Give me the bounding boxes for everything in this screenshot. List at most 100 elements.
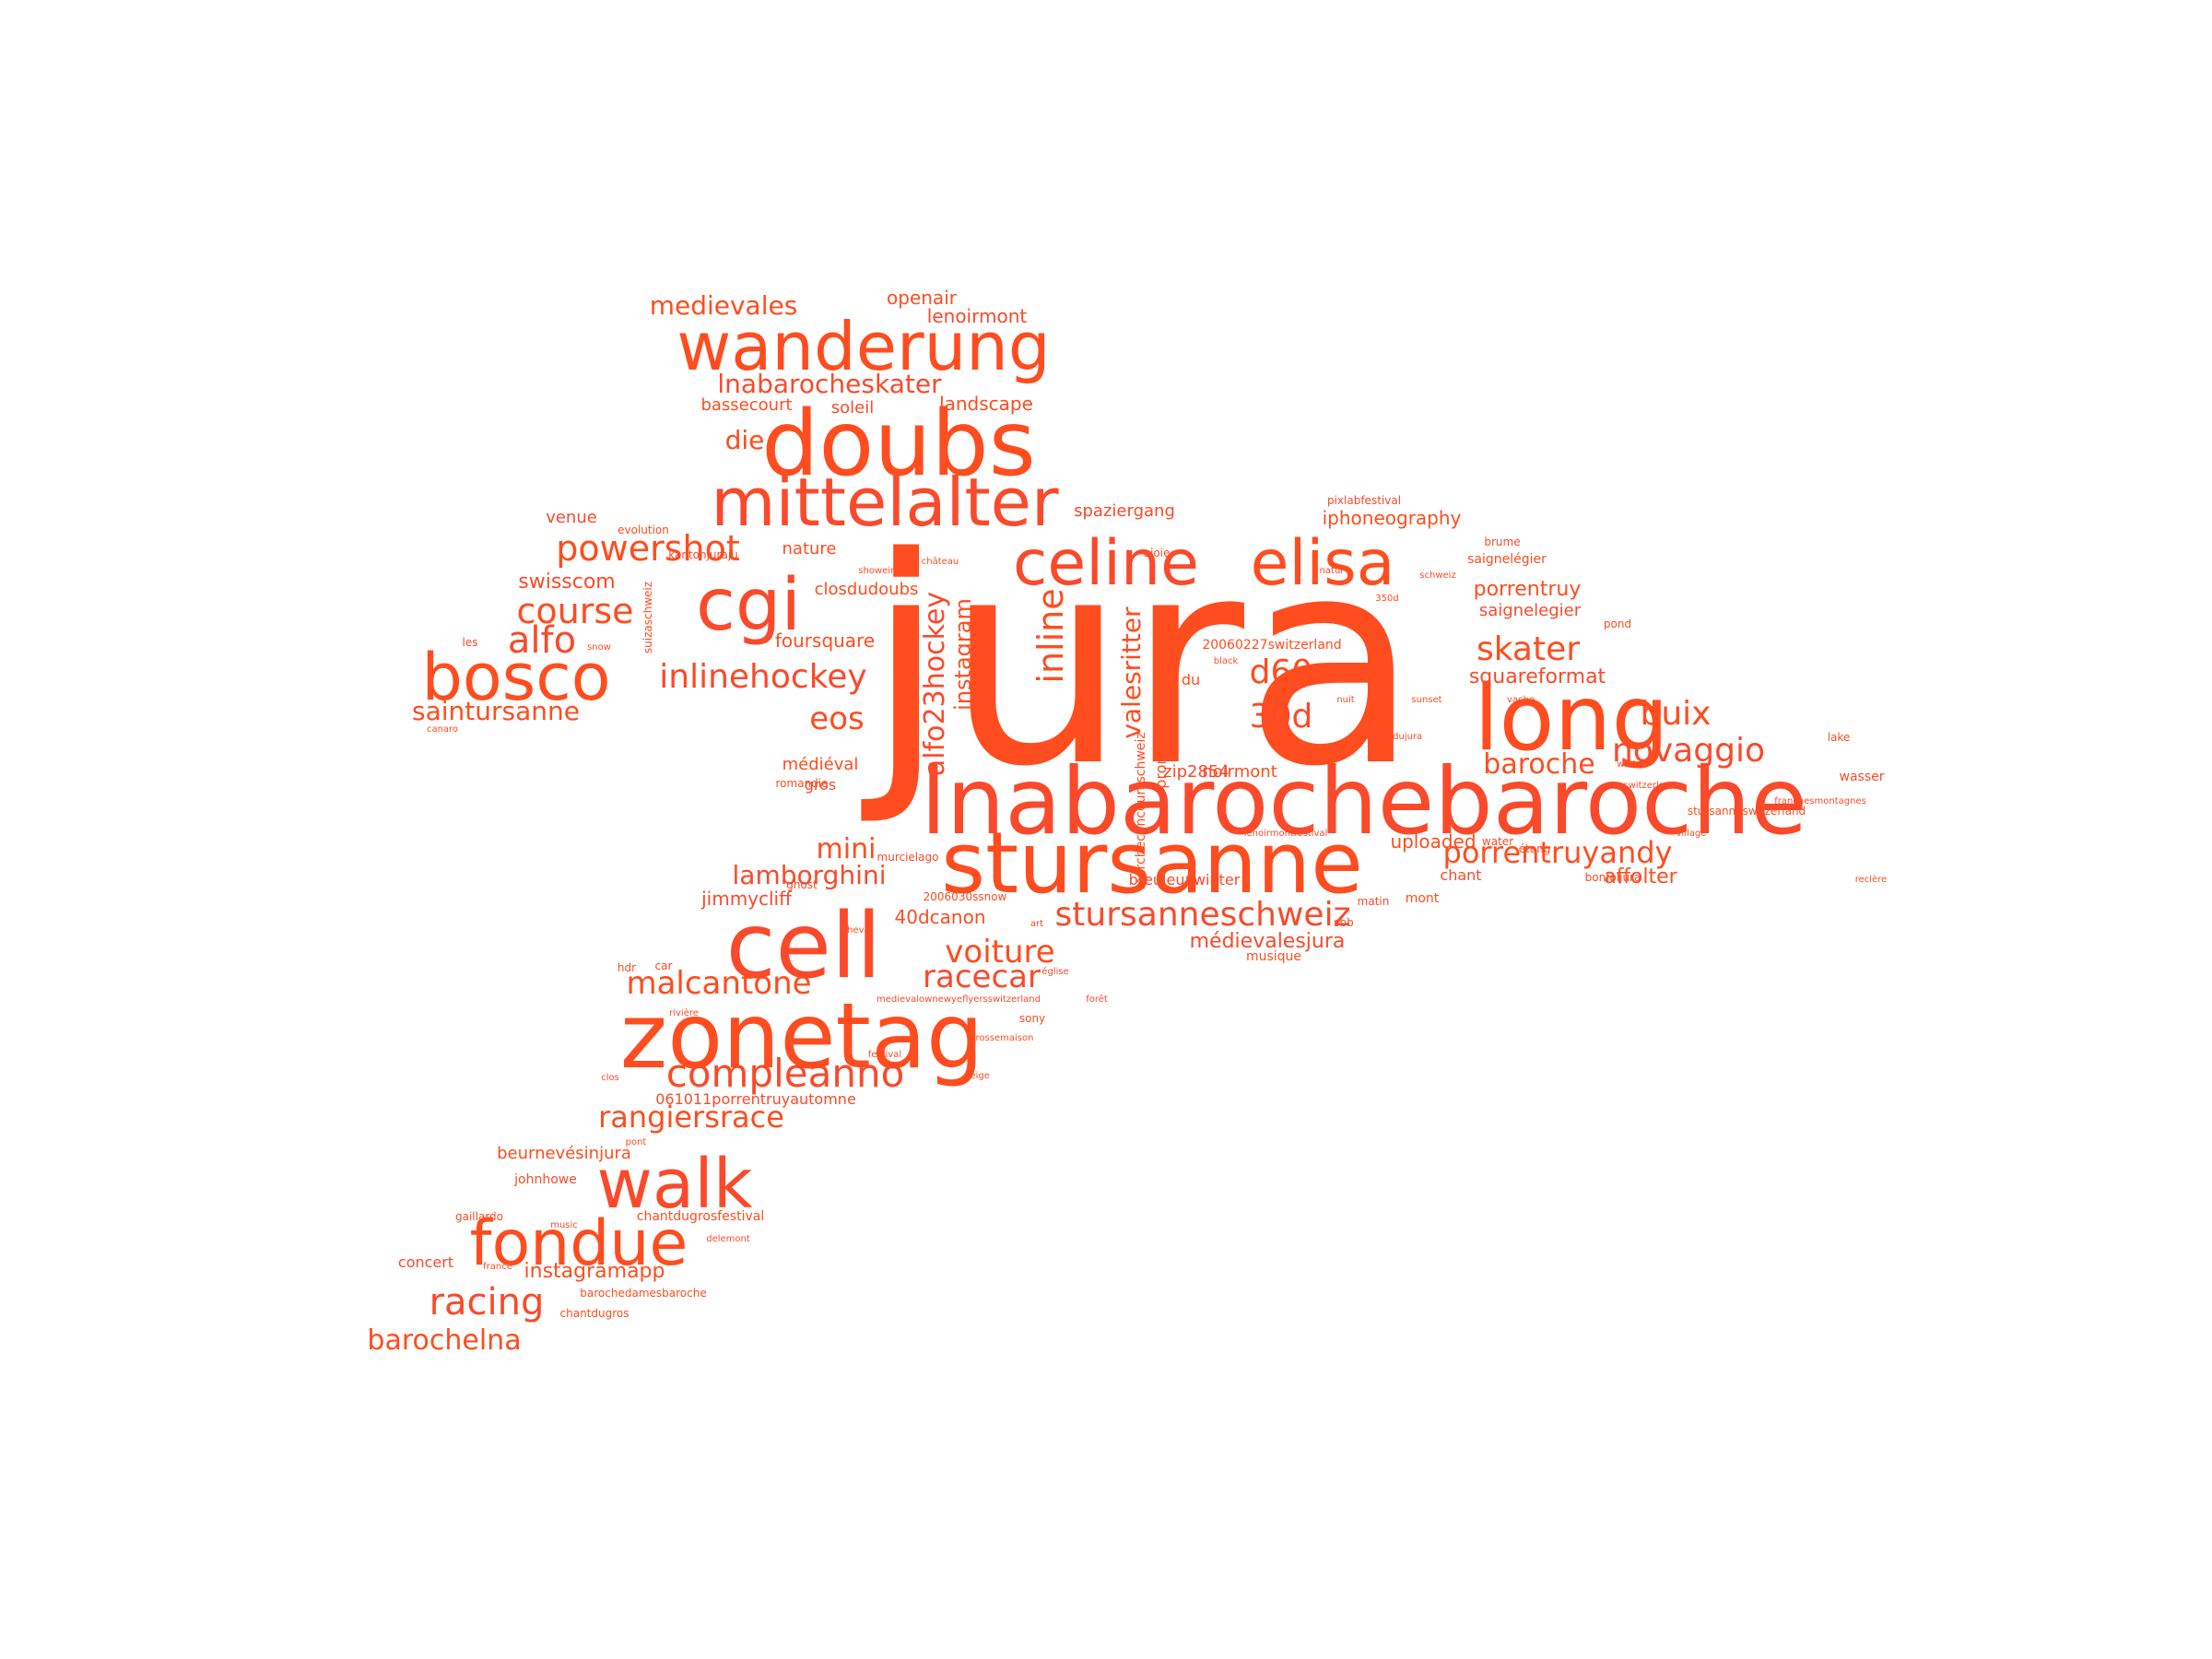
word-bosco: bosco: [421, 640, 611, 715]
word-zonetag: zonetag: [619, 984, 984, 1089]
word-pont: pont: [625, 1137, 647, 1147]
word-franchesmontagnes: franchesmontagnes: [1774, 796, 1866, 806]
word-alfo: alfo: [507, 619, 577, 662]
word-chantdugrosfestival: chantdugrosfestival: [636, 1209, 765, 1224]
word-eos: eos: [809, 700, 865, 737]
word-kantonjuraju: kantonjuraju: [668, 548, 738, 561]
word-barochedamesbaroche: barochedamesbaroche: [580, 1287, 707, 1300]
word-mittelalter: mittelalter: [711, 464, 1059, 541]
word-walk: walk: [596, 1145, 753, 1224]
word-uploaded: uploaded: [1390, 830, 1477, 853]
word-voiture: voiture: [945, 934, 1055, 971]
word-cheval: cheval: [841, 925, 873, 935]
word-jimmycliff: jimmycliff: [701, 888, 792, 910]
word-d60: d60: [1249, 653, 1313, 691]
word-cantondujura: cantondujura: [1360, 732, 1423, 742]
word-cgi: cgi: [695, 564, 802, 647]
word-france: france: [483, 1262, 512, 1272]
word-vache: vache: [1506, 695, 1535, 705]
word-valesritter: valesritter: [1116, 606, 1147, 739]
word-marcheconcoursschweiz: marcheconcoursschweiz: [1134, 732, 1148, 890]
word-inlinehockey: inlinehockey: [659, 658, 867, 696]
word-foursquare: foursquare: [774, 629, 876, 652]
word-canaro: canaro: [426, 724, 459, 735]
word-die: die: [724, 425, 765, 455]
word-concert: concert: [397, 1253, 454, 1271]
word-murcielago: murcielago: [877, 851, 939, 864]
word-061011porrentruyautomne: 061011porrentruyautomne: [655, 1090, 856, 1108]
word-wanderung: wanderung: [677, 308, 1051, 385]
word-stursanneschweiz: stursanneschweiz: [1054, 896, 1351, 934]
word-jura: jura: [865, 497, 1420, 830]
word-course: course: [516, 591, 634, 631]
word-swisscom: swisscom: [518, 571, 616, 594]
word-winter: winter: [1617, 759, 1646, 770]
word-rangiersrace: rangiersrace: [598, 1100, 784, 1135]
word-wasser: wasser: [1839, 770, 1885, 784]
word-foret: forêt: [1086, 994, 1108, 1005]
word-2006030sshow: 2006030ssnow: [923, 890, 1007, 903]
word-gros: gros: [804, 776, 837, 794]
word-long: long: [1474, 666, 1669, 771]
word-baroche: baroche: [1483, 748, 1595, 781]
word-lenoirmontfestival: lenoirmontfestival: [1243, 829, 1328, 839]
word-neige: neige: [964, 1071, 990, 1081]
word-delemont: delemont: [706, 1234, 750, 1244]
word-nature: nature: [782, 539, 837, 559]
word-barochelna: barochelna: [367, 1324, 522, 1357]
word-lenoirmontwater: etang: [1277, 746, 1304, 756]
word-stursanneswitzerland: stursanneswitzerland: [1687, 805, 1806, 818]
word-suizaschweiz: suizaschweiz: [641, 581, 654, 654]
word-clos: clos: [601, 1073, 619, 1083]
word-noirmont: noirmont: [1202, 762, 1277, 782]
word-etang: étang: [1518, 842, 1551, 855]
word-mont: mont: [1405, 891, 1440, 906]
word-openair: openair: [887, 287, 957, 309]
word-chant: chant: [1440, 866, 1482, 884]
word-chateau: château: [921, 557, 959, 567]
word-lake: lake: [1827, 731, 1851, 744]
word-landscape: landscape: [939, 393, 1033, 415]
word-matin: matin: [1357, 895, 1390, 908]
word-pond: pond: [1603, 618, 1632, 630]
word-doubs: doubs: [761, 392, 1036, 497]
word-beurnevesinjura: beurnevésinjura: [497, 1144, 631, 1163]
word-malcantone: malcantone: [626, 965, 812, 1002]
word-alfo23hockey: alfo23hockey: [919, 591, 951, 777]
word-schweiz: schweiz: [1419, 571, 1456, 581]
word-medievalesjura: médievalesjura: [1189, 930, 1346, 953]
word-bonfoljura: bonfoljura: [1584, 871, 1641, 884]
word-compleanno: compleanno: [665, 1051, 905, 1096]
word-sunset: sunset: [1411, 695, 1442, 705]
word-20060227switzerland: 20060227switzerland: [1202, 638, 1342, 653]
word-switzerlanduploadedby: switzerland: [1623, 781, 1677, 791]
word-lnabarochebaroche: lnabarochebaroche: [921, 747, 1807, 855]
word-musique: musique: [1245, 949, 1302, 964]
word-iphoneography: iphoneography: [1322, 507, 1462, 529]
word-mini: mini: [816, 833, 877, 865]
word-romandie: romandie: [775, 777, 829, 790]
word-lenoirmont: lenoirmont: [926, 305, 1028, 327]
word-gaillardo: gaillardo: [454, 1210, 504, 1223]
word-nuit: nuit: [1336, 695, 1355, 705]
word-promenade: promenade: [1152, 704, 1170, 789]
word-ghost: ghost: [786, 878, 818, 891]
word-bassecourt: bassecourt: [700, 395, 793, 415]
word-inline: inline: [1030, 588, 1071, 684]
word-music: music: [550, 1220, 578, 1230]
word-natur: natur: [1319, 566, 1345, 576]
word-medievales: medievales: [649, 290, 798, 321]
word-instagramapp: instagramapp: [524, 1260, 665, 1283]
word-lamborghini: lamborghini: [732, 860, 887, 890]
word-saintursanne: saintursanne: [412, 696, 580, 726]
word-art: art: [1030, 919, 1044, 929]
word-spaziergang: spaziergang: [1074, 501, 1175, 521]
word-du: du: [1181, 671, 1201, 688]
word-lnabarocheskater: lnabarocheskater: [717, 369, 942, 399]
word-cell: cell: [725, 894, 882, 999]
word-les: les: [462, 636, 478, 649]
word-racecar: racecar: [923, 959, 1041, 995]
word-instagram: instagram: [950, 598, 976, 711]
word-water: water: [1481, 835, 1514, 848]
word-festival: festival: [867, 1050, 902, 1060]
